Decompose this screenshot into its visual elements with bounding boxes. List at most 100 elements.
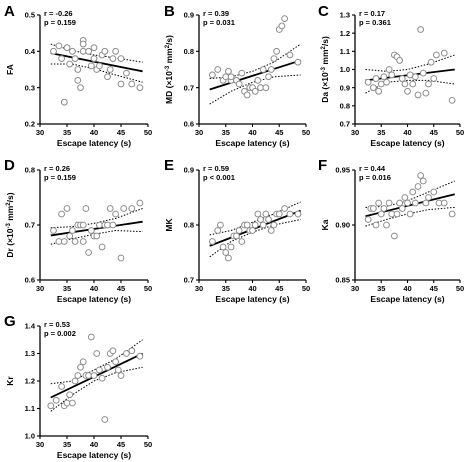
data-point (377, 210, 385, 218)
data-point (63, 205, 71, 212)
x-tick-label: 50 (456, 284, 464, 293)
x-tick-label: 45 (430, 128, 438, 137)
x-axis-label: Escape latency (s) (215, 138, 289, 148)
data-point (396, 57, 404, 64)
data-point (117, 80, 125, 88)
data-point (419, 69, 427, 77)
y-axis-label-part: /s) (5, 192, 15, 202)
x-tick-label: 30 (36, 440, 44, 449)
data-point (414, 91, 422, 99)
x-tick-label: 50 (144, 128, 152, 137)
data-point (71, 55, 79, 62)
x-tick-label: 50 (302, 128, 310, 137)
data-point (136, 84, 144, 92)
data-point (396, 199, 404, 207)
x-tick-label: 40 (90, 284, 98, 293)
data-point (440, 49, 448, 57)
data-point (74, 77, 82, 84)
ci-upper-line (50, 208, 143, 229)
p-value: p = 0.159 (44, 18, 76, 27)
data-point (79, 238, 87, 245)
data-point (262, 84, 270, 92)
x-tick-label: 30 (195, 284, 203, 293)
data-point (66, 60, 74, 68)
y-tick-label: 1.3 (340, 11, 350, 20)
x-axis-label: Escape latency (s) (370, 294, 444, 304)
y-axis-label-part: /s) (164, 35, 174, 45)
panel-label: G (4, 313, 16, 330)
data-point (104, 73, 111, 81)
x-tick-label: 50 (302, 284, 310, 293)
data-point (104, 363, 111, 371)
data-point (369, 84, 377, 92)
panel-label: D (4, 157, 15, 174)
data-point (385, 66, 393, 73)
data-point (393, 210, 401, 218)
data-point (117, 372, 125, 379)
data-point (112, 358, 119, 366)
x-tick-label: 35 (377, 284, 385, 293)
data-point (281, 205, 289, 212)
data-point (270, 221, 278, 229)
y-axis-label-part: Kr (5, 376, 15, 386)
x-tick-label: 35 (222, 128, 230, 137)
x-tick-label: 30 (195, 128, 203, 137)
data-point (117, 254, 125, 262)
data-point (385, 199, 393, 207)
data-point (90, 55, 98, 62)
y-tick-label: 0.8 (184, 47, 194, 56)
x-tick-label: 50 (144, 284, 152, 293)
x-tick-label: 45 (430, 284, 438, 293)
y-tick-label: 1.0 (25, 432, 35, 441)
data-point (249, 227, 256, 234)
y-axis-label-part: Ka (320, 219, 330, 230)
data-point (222, 249, 230, 256)
data-point (96, 62, 103, 70)
regression-line (50, 52, 143, 73)
x-tick-label: 45 (275, 284, 283, 293)
y-tick-label: 0.2 (25, 120, 35, 129)
data-point (390, 232, 398, 240)
y-tick-label: 1.1 (340, 47, 350, 56)
x-tick-label: 40 (90, 440, 98, 449)
panel-label: F (318, 157, 327, 174)
x-tick-label: 50 (144, 440, 152, 449)
p-value: p = 0.031 (203, 18, 235, 27)
data-point (214, 66, 222, 73)
data-point (109, 55, 117, 62)
y-axis-label-part: /s) (320, 36, 330, 46)
data-point (128, 205, 136, 212)
panel-f: F 30 35 40 45 50 0.85 0.90 0.95 Escape latency (s… (318, 157, 464, 304)
y-axis-label: Ka (320, 219, 330, 230)
panel-d: D 30 35 40 45 50 0.6 0.7 0.8 Escape latency (s) Dr… (4, 157, 152, 304)
data-point (369, 205, 377, 212)
r-value: r = 0.26 (44, 164, 70, 173)
x-tick-label: 30 (351, 128, 359, 137)
panel-label: A (4, 3, 15, 20)
data-point (417, 172, 425, 179)
data-point (55, 42, 63, 50)
data-point (372, 221, 380, 229)
panel-label: C (318, 3, 329, 20)
panel-a: A 30 35 40 45 50 0.2 0.3 0.4 0.5 Escape latency (s… (4, 3, 152, 148)
y-axis-label: Da (×10-3 mm2/s) (320, 36, 330, 103)
data-point (273, 47, 280, 55)
y-tick-label: 0.85 (335, 276, 350, 285)
x-tick-label: 40 (90, 128, 98, 137)
panel-c: C 30 35 40 45 50 0.7 0.8 0.9 1.0 1.1 1.2 1.3 Escape l… (318, 3, 464, 148)
data-point (69, 47, 76, 55)
y-axis-label-superscript: 2 (321, 45, 327, 49)
x-tick-label: 45 (117, 440, 125, 449)
y-axis-label-part: MD (×10 (164, 71, 174, 104)
data-point (93, 232, 101, 240)
y-tick-label: 0.6 (25, 276, 35, 285)
data-point (281, 15, 289, 23)
y-tick-label: 0.8 (25, 166, 35, 175)
data-point (101, 47, 109, 55)
x-tick-label: 30 (36, 284, 44, 293)
data-point (112, 47, 119, 55)
y-tick-label: 0.90 (335, 221, 350, 230)
data-point (398, 205, 406, 212)
data-point (123, 69, 130, 77)
y-tick-label: 0.7 (184, 83, 194, 92)
